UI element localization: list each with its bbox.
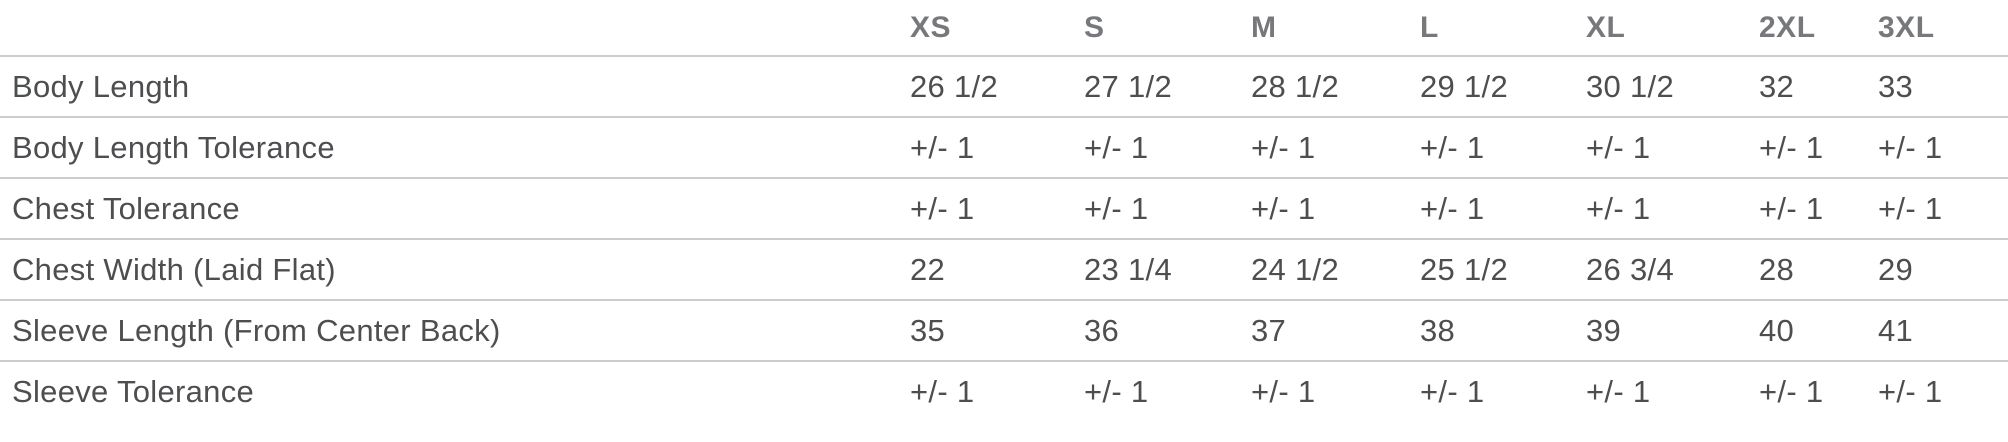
value-cell: +/- 1 xyxy=(1084,177,1251,239)
value-cell: +/- 1 xyxy=(1878,177,2008,239)
value-cell: +/- 1 xyxy=(1251,360,1420,421)
size-chart-table: XS S M L XL 2XL 3XL Body Length 26 1/2 27 1/2 28 … xyxy=(0,0,2008,421)
value-cell: +/- 1 xyxy=(910,177,1084,239)
value-cell: 26 1/2 xyxy=(910,55,1084,117)
value-cell: +/- 1 xyxy=(1251,177,1420,239)
size-chart-body: Body Length 26 1/2 27 1/2 28 1/2 29 1/2 30 1/… xyxy=(0,55,2008,421)
value-cell: 28 1/2 xyxy=(1251,55,1420,117)
value-cell: 33 xyxy=(1878,55,2008,117)
value-cell: 29 1/2 xyxy=(1420,55,1586,117)
header-cell-size-xl: XL xyxy=(1586,10,1626,44)
value-cell: +/- 1 xyxy=(1084,116,1251,178)
value-cell: +/- 1 xyxy=(1759,177,1878,239)
value-cell: 38 xyxy=(1420,299,1586,361)
table-row: Sleeve Tolerance +/- 1 +/- 1 +/- 1 +/- 1 +/- … xyxy=(0,360,2008,421)
header-cell-size-l: L xyxy=(1420,10,1439,44)
header-cell-size-3xl: 3XL xyxy=(1878,10,1935,44)
value-cell: +/- 1 xyxy=(910,116,1084,178)
value-cell: 28 xyxy=(1759,238,1878,300)
value-cell: +/- 1 xyxy=(1878,116,2008,178)
value-cell: +/- 1 xyxy=(1586,360,1759,421)
value-cell: 25 1/2 xyxy=(1420,238,1586,300)
value-cell: 29 xyxy=(1878,238,2008,300)
value-cell: +/- 1 xyxy=(910,360,1084,421)
value-cell: 37 xyxy=(1251,299,1420,361)
value-cell: 36 xyxy=(1084,299,1251,361)
row-label: Chest Tolerance xyxy=(0,177,910,239)
value-cell: +/- 1 xyxy=(1586,177,1759,239)
row-label: Body Length Tolerance xyxy=(0,116,910,178)
value-cell: +/- 1 xyxy=(1586,116,1759,178)
value-cell: 23 1/4 xyxy=(1084,238,1251,300)
table-row: Body Length 26 1/2 27 1/2 28 1/2 29 1/2 30 1/… xyxy=(0,55,2008,117)
row-label: Body Length xyxy=(0,55,910,117)
value-cell: +/- 1 xyxy=(1759,360,1878,421)
value-cell: +/- 1 xyxy=(1420,116,1586,178)
table-row: Chest Width (Laid Flat) 22 23 1/4 24 1/2 25 … xyxy=(0,238,2008,300)
value-cell: 24 1/2 xyxy=(1251,238,1420,300)
value-cell: +/- 1 xyxy=(1084,360,1251,421)
header-cell-size-s: S xyxy=(1084,10,1105,44)
table-row: Sleeve Length (From Center Back) 35 36 37 38… xyxy=(0,299,2008,361)
header-cell-size-2xl: 2XL xyxy=(1759,10,1816,44)
header-cell-size-m: M xyxy=(1251,10,1277,44)
row-label: Sleeve Tolerance xyxy=(0,360,910,421)
table-row: Chest Tolerance +/- 1 +/- 1 +/- 1 +/- 1 +/- 1… xyxy=(0,177,2008,239)
value-cell: 40 xyxy=(1759,299,1878,361)
value-cell: +/- 1 xyxy=(1420,360,1586,421)
row-label: Sleeve Length (From Center Back) xyxy=(0,299,910,361)
value-cell: 22 xyxy=(910,238,1084,300)
value-cell: 27 1/2 xyxy=(1084,55,1251,117)
value-cell: 39 xyxy=(1586,299,1759,361)
value-cell: 41 xyxy=(1878,299,2008,361)
value-cell: +/- 1 xyxy=(1420,177,1586,239)
value-cell: 32 xyxy=(1759,55,1878,117)
size-chart-header-row: XS S M L XL 2XL 3XL xyxy=(0,0,2008,56)
value-cell: +/- 1 xyxy=(1759,116,1878,178)
table-row: Body Length Tolerance +/- 1 +/- 1 +/- 1 +/- … xyxy=(0,116,2008,178)
value-cell: 35 xyxy=(910,299,1084,361)
value-cell: 30 1/2 xyxy=(1586,55,1759,117)
header-cell-measurement xyxy=(0,0,910,56)
value-cell: 26 3/4 xyxy=(1586,238,1759,300)
value-cell: +/- 1 xyxy=(1878,360,2008,421)
row-label: Chest Width (Laid Flat) xyxy=(0,238,910,300)
value-cell: +/- 1 xyxy=(1251,116,1420,178)
header-cell-size-xs: XS xyxy=(910,10,952,44)
